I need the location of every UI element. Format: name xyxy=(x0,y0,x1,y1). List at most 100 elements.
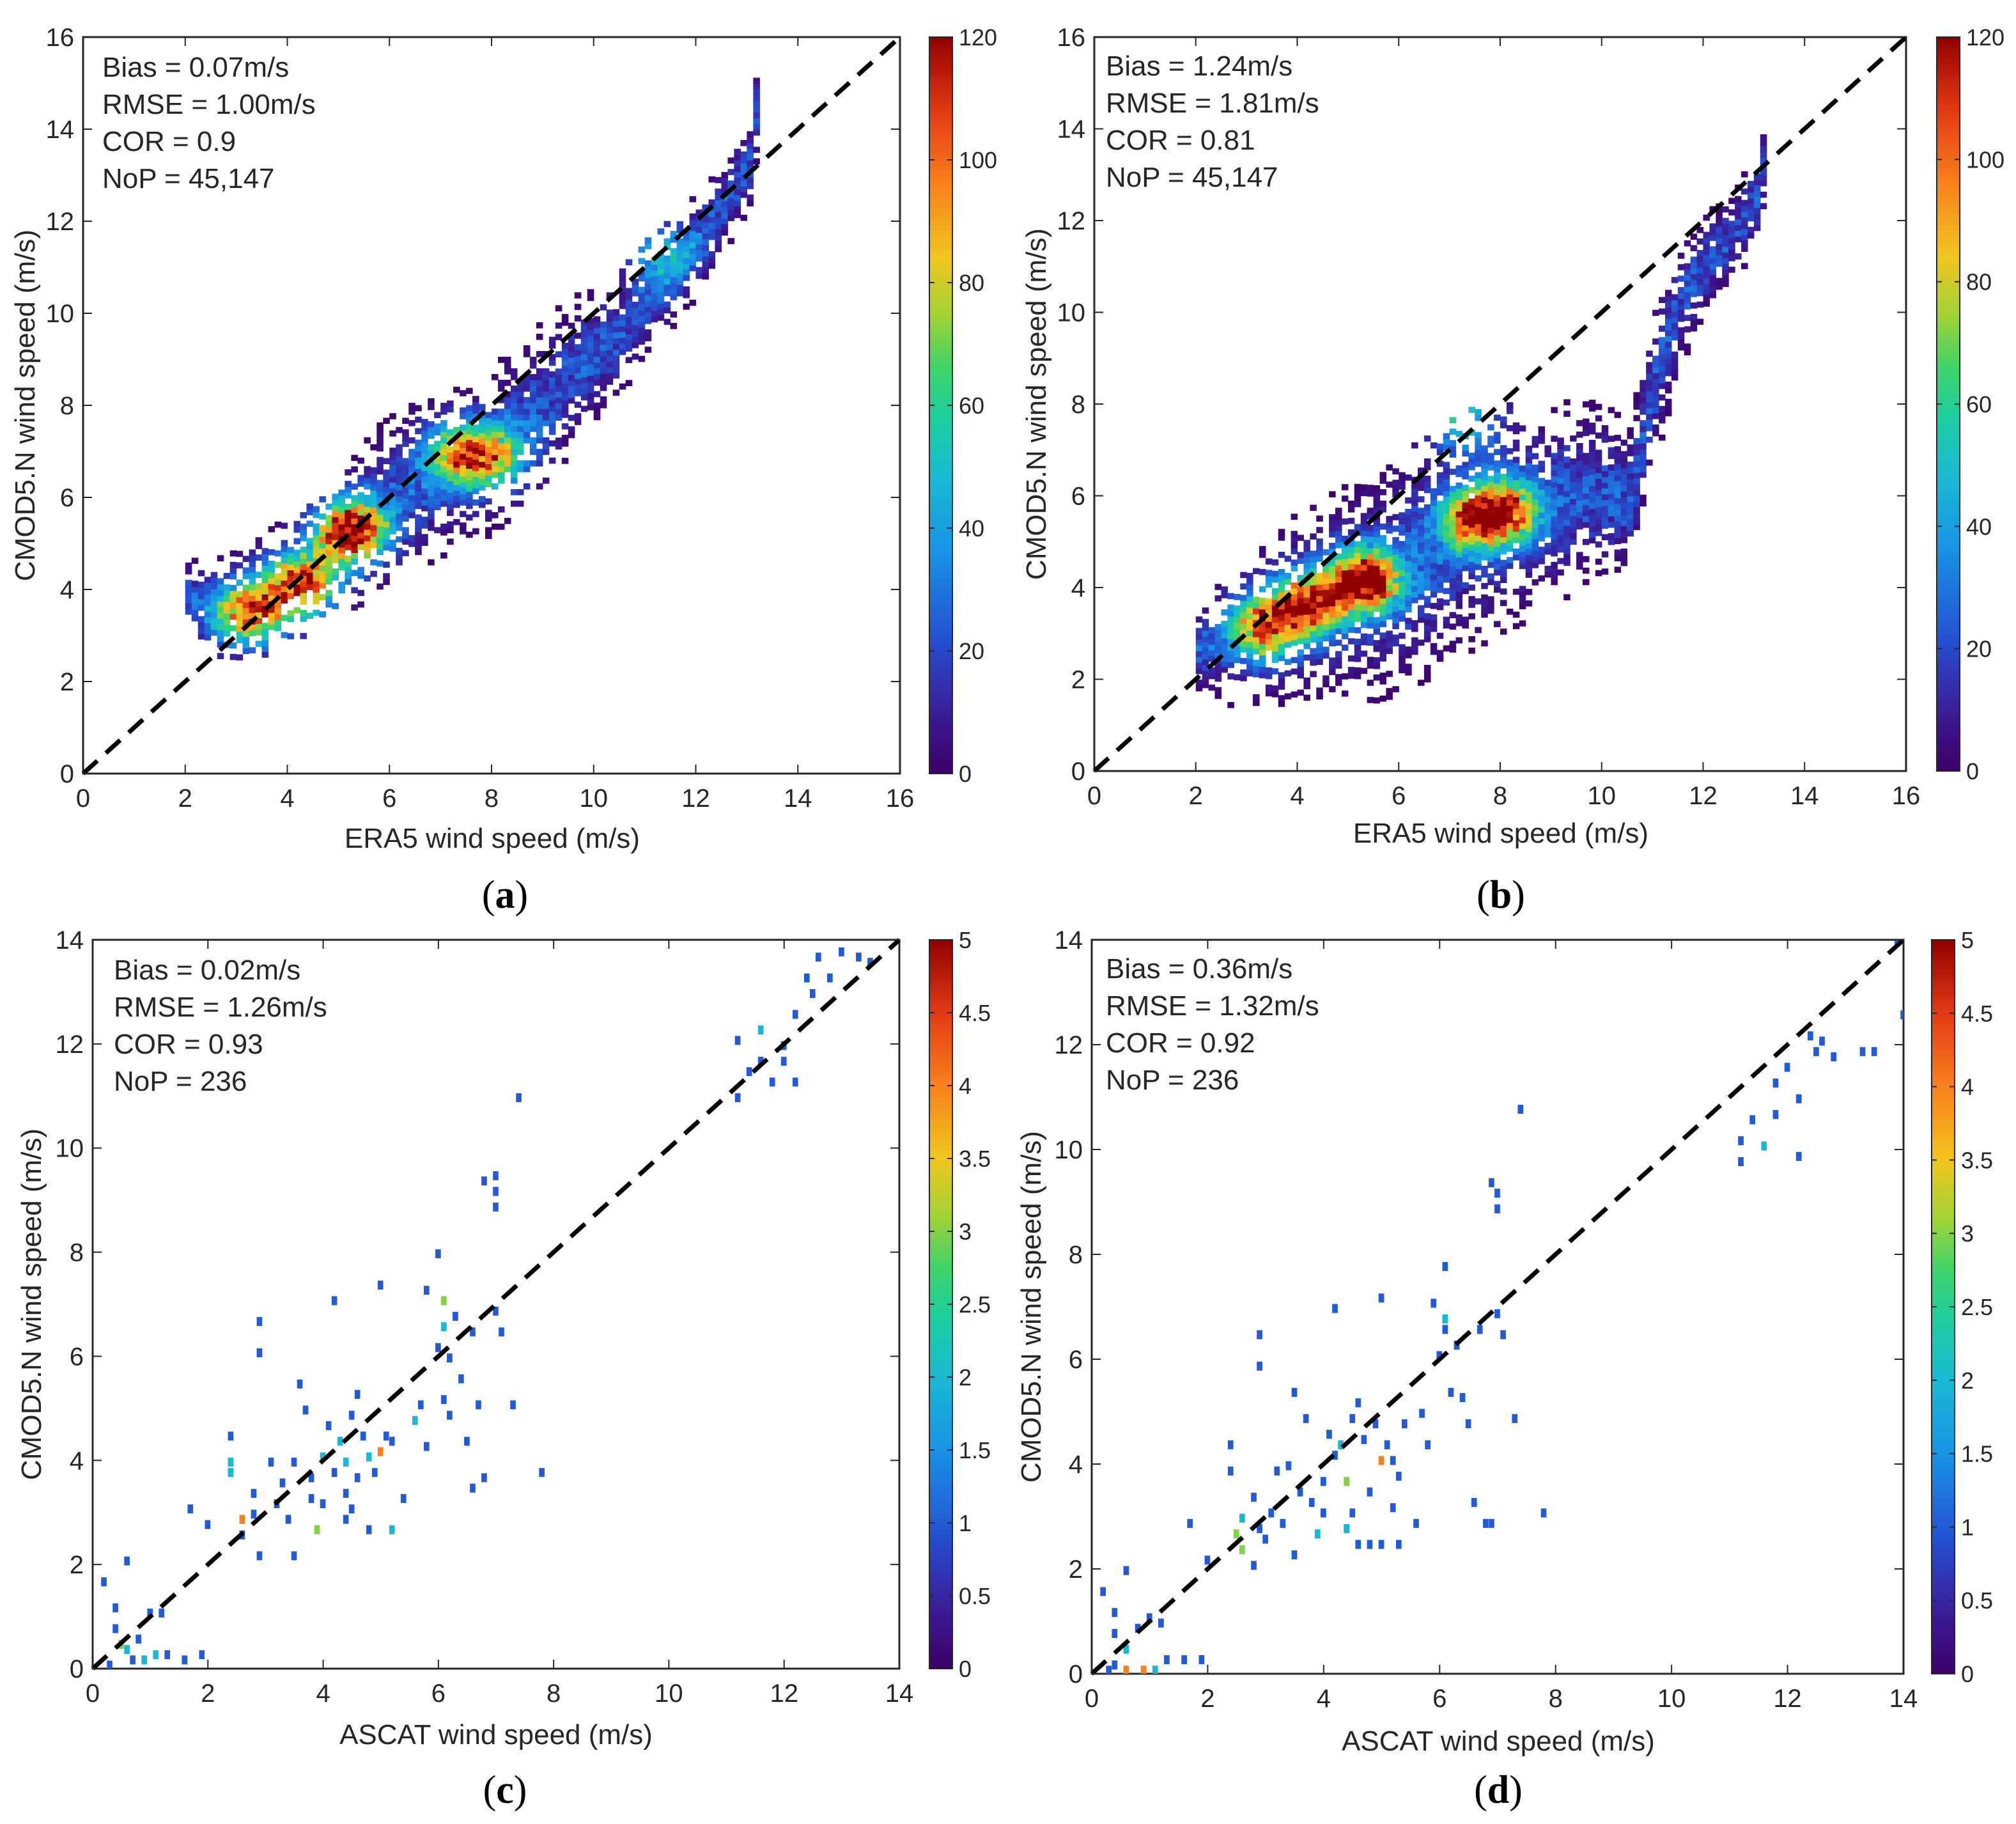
heatmap-cell xyxy=(376,543,384,550)
heatmap-cell xyxy=(492,483,499,490)
heatmap-cell xyxy=(1462,467,1469,474)
heatmap-cell xyxy=(1195,656,1203,663)
heatmap-cell xyxy=(1487,561,1494,568)
heatmap-cell xyxy=(274,602,282,609)
heatmap-cell xyxy=(1646,385,1653,391)
heatmap-cell xyxy=(1335,605,1342,612)
heatmap-cell xyxy=(1140,1665,1147,1674)
heatmap-cell xyxy=(638,332,646,339)
heatmap-cell xyxy=(1633,478,1640,485)
heatmap-cell xyxy=(325,1421,332,1430)
heatmap-cell xyxy=(402,515,409,522)
heatmap-cell xyxy=(1354,552,1361,559)
heatmap-cell xyxy=(217,618,224,625)
heatmap-cell xyxy=(1278,591,1285,598)
heatmap-cell xyxy=(1475,489,1482,496)
heatmap-cell xyxy=(1582,493,1590,499)
heatmap-cell xyxy=(1234,611,1241,618)
heatmap-cell xyxy=(492,374,499,380)
heatmap-cell xyxy=(217,601,224,607)
heatmap-cell xyxy=(1576,517,1583,524)
heatmap-cell xyxy=(408,541,415,547)
heatmap-cell xyxy=(651,276,658,283)
heatmap-cell xyxy=(198,593,205,600)
heatmap-cell xyxy=(695,221,703,228)
heatmap-cell xyxy=(306,584,314,590)
heatmap-cell xyxy=(1747,198,1755,205)
heatmap-cell xyxy=(204,594,212,600)
heatmap-cell xyxy=(217,584,224,590)
heatmap-cell xyxy=(376,531,384,538)
heatmap-cell xyxy=(561,314,569,320)
heatmap-cell xyxy=(568,339,575,347)
heatmap-cell xyxy=(1563,490,1570,497)
heatmap-cell xyxy=(1531,522,1539,528)
heatmap-cell xyxy=(1747,186,1755,193)
heatmap-cell xyxy=(402,458,409,465)
heatmap-cell xyxy=(1227,604,1234,611)
heatmap-cell xyxy=(1462,508,1469,514)
heatmap-cell xyxy=(1646,402,1653,409)
heatmap-cell xyxy=(510,460,518,467)
x-tick-label: 14 xyxy=(784,784,812,813)
heatmap-cell xyxy=(466,456,473,464)
heatmap-cell xyxy=(574,292,582,299)
heatmap-cell xyxy=(351,455,358,461)
heatmap-cell xyxy=(408,512,415,518)
heatmap-cell xyxy=(695,272,703,279)
heatmap-cell xyxy=(1620,514,1628,520)
heatmap-cell xyxy=(497,426,505,432)
heatmap-cell xyxy=(1392,526,1399,532)
colorbar-tick-label: 3 xyxy=(959,1219,972,1245)
heatmap-cell xyxy=(523,414,531,421)
heatmap-cell xyxy=(472,459,479,465)
heatmap-cell xyxy=(1271,645,1279,651)
heatmap-cell xyxy=(1570,487,1577,494)
heatmap-cell xyxy=(1316,635,1323,643)
heatmap-cell xyxy=(255,629,263,635)
heatmap-cell xyxy=(1640,442,1647,449)
heatmap-cell xyxy=(1322,675,1330,682)
heatmap-cell xyxy=(1316,550,1323,556)
heatmap-cell xyxy=(460,436,467,442)
heatmap-cell xyxy=(740,139,747,146)
heatmap-cell xyxy=(440,483,447,490)
heatmap-cell xyxy=(1418,542,1425,549)
heatmap-cell xyxy=(492,437,499,444)
heatmap-cell xyxy=(210,583,218,590)
heatmap-cell xyxy=(1538,535,1546,542)
heatmap-cell xyxy=(306,538,314,544)
heatmap-cell xyxy=(1512,456,1520,464)
heatmap-cell xyxy=(1735,201,1742,208)
heatmap-cell xyxy=(619,331,626,338)
heatmap-cell xyxy=(1386,567,1393,574)
heatmap-cell xyxy=(1234,651,1241,658)
heatmap-cell xyxy=(370,559,377,566)
heatmap-cell xyxy=(274,579,282,586)
heatmap-cell xyxy=(1240,646,1247,653)
heatmap-cell xyxy=(568,368,575,375)
heatmap-cell xyxy=(268,578,275,584)
heatmap-cell xyxy=(1709,280,1716,287)
colorbar-tick-label: 4 xyxy=(959,1073,972,1099)
heatmap-cell xyxy=(1671,351,1679,358)
heatmap-cell xyxy=(651,258,658,265)
heatmap-cell xyxy=(1551,579,1558,586)
heatmap-cell xyxy=(638,321,646,328)
heatmap-cell xyxy=(1576,488,1583,495)
heatmap-cell xyxy=(1392,549,1399,555)
heatmap-cell xyxy=(1696,249,1704,256)
heatmap-cell xyxy=(625,328,633,334)
heatmap-cell xyxy=(1278,695,1285,701)
heatmap-cell xyxy=(1411,534,1418,540)
heatmap-cell xyxy=(1664,352,1672,359)
heatmap-cell xyxy=(1576,448,1583,455)
heatmap-cell xyxy=(1399,581,1406,588)
heatmap-cell xyxy=(523,380,531,386)
heatmap-cell xyxy=(306,578,314,584)
y-tick-label: 6 xyxy=(60,484,74,512)
heatmap-cell xyxy=(242,567,250,574)
heatmap-cell xyxy=(1475,564,1482,570)
heatmap-cell xyxy=(1760,134,1767,141)
